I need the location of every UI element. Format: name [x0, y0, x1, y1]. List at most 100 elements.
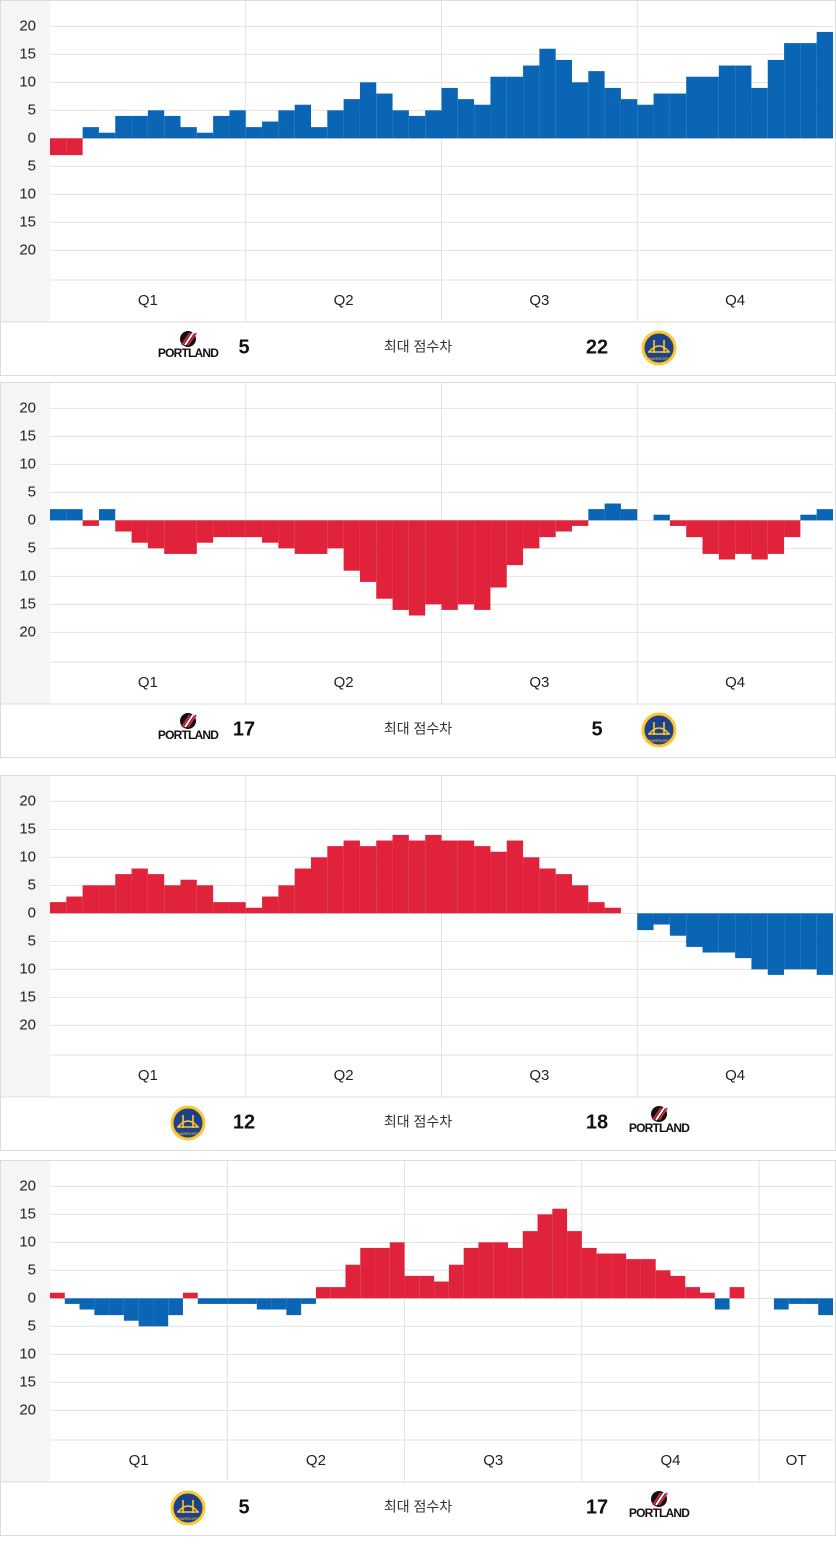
- margin-bar: [311, 520, 328, 554]
- y-tick-label: 10: [19, 185, 36, 202]
- margin-bar: [376, 840, 393, 914]
- margin-bar: [180, 879, 197, 914]
- margin-bar: [123, 1298, 139, 1321]
- logo-mark: [641, 712, 677, 748]
- margin-bar: [327, 520, 344, 549]
- margin-bar: [180, 127, 197, 139]
- logo-mark: [170, 1105, 206, 1141]
- logo-stripe: [652, 1107, 662, 1121]
- margin-bar: [213, 902, 230, 914]
- y-tick-label: 15: [19, 595, 36, 612]
- max-lead-left: 12: [233, 1111, 255, 1133]
- margin-bar: [735, 65, 752, 139]
- margin-bar: [343, 840, 360, 914]
- margin-bar: [115, 520, 132, 532]
- margin-bar: [611, 1253, 627, 1299]
- period-label: OT: [786, 1452, 807, 1469]
- margin-bar: [376, 93, 393, 139]
- period-label: Q1: [129, 1452, 149, 1469]
- y-tick-label: 5: [28, 932, 36, 949]
- margin-bar: [98, 509, 116, 521]
- max-lead-left: 17: [233, 718, 255, 740]
- margin-bar: [572, 520, 589, 526]
- max-lead-label: 최대 점수차: [384, 339, 452, 355]
- period-label: Q3: [529, 1067, 549, 1084]
- margin-bar: [653, 93, 670, 139]
- max-lead-right: 18: [586, 1111, 608, 1133]
- period-label: Q3: [529, 292, 549, 309]
- y-tick-label: 10: [19, 1345, 36, 1362]
- logo-text: PORTLAND: [158, 728, 219, 742]
- logo-stripe: [181, 332, 191, 346]
- y-tick-label: 5: [28, 483, 36, 500]
- y-tick-label: 5: [28, 101, 36, 118]
- margin-bar: [164, 520, 181, 554]
- y-tick-label: 5: [28, 876, 36, 893]
- margin-bar: [343, 520, 360, 571]
- margin-bar: [523, 520, 540, 549]
- margin-bar: [669, 913, 687, 936]
- margin-bar: [408, 115, 426, 139]
- margin-bar: [729, 1287, 745, 1299]
- y-tick-label: 20: [19, 241, 36, 258]
- margin-bar: [343, 99, 360, 139]
- margin-bar: [588, 71, 605, 139]
- logo-text: WARRIORS: [648, 356, 670, 361]
- logo-bridge: [648, 722, 670, 735]
- y-gutter: [1, 1161, 50, 1482]
- y-tick-label: 10: [19, 455, 36, 472]
- period-label: Q4: [725, 674, 745, 691]
- y-tick-label: 20: [19, 1016, 36, 1033]
- margin-bar: [493, 1242, 508, 1299]
- margin-bar: [392, 834, 409, 914]
- logo-stripe: [187, 332, 197, 346]
- margin-bar: [448, 1264, 464, 1299]
- margin-bar: [588, 902, 605, 914]
- margin-bar: [294, 868, 311, 914]
- logo-text: WARRIORS: [177, 1516, 199, 1521]
- margin-bar: [604, 907, 621, 914]
- margin-bar: [245, 127, 263, 139]
- margin-bar: [50, 902, 67, 914]
- margin-bar: [425, 520, 442, 605]
- margin-bar: [686, 520, 703, 538]
- margin-bar: [315, 1287, 331, 1299]
- margin-bar: [182, 1292, 198, 1299]
- logo-stripe: [655, 1107, 665, 1121]
- panel: [0, 0, 836, 376]
- margin-bar: [131, 520, 148, 543]
- max-lead-right: 22: [586, 336, 608, 358]
- margin-bar: [66, 896, 83, 914]
- margin-bar: [620, 99, 638, 139]
- margin-bar: [50, 1292, 65, 1299]
- margin-bar: [816, 913, 833, 975]
- margin-bar: [441, 520, 458, 610]
- margin-bar: [700, 1292, 715, 1299]
- y-tick-label: 15: [19, 45, 36, 62]
- margin-bar: [82, 885, 99, 914]
- panel: [0, 1160, 836, 1536]
- margin-bar: [168, 1298, 183, 1316]
- margin-bar: [816, 31, 833, 139]
- y-tick-label: 15: [19, 988, 36, 1005]
- margin-bar: [245, 907, 263, 914]
- margin-bar: [596, 1253, 612, 1299]
- margin-bar: [196, 520, 214, 543]
- margin-bar: [572, 885, 589, 914]
- margin-bar: [474, 846, 491, 914]
- logo-stripe: [652, 1492, 662, 1506]
- margin-bar: [457, 840, 475, 914]
- margin-bar: [256, 1298, 272, 1310]
- y-tick-label: 5: [28, 1317, 36, 1334]
- margin-bar: [537, 1214, 553, 1299]
- y-tick-label: 10: [19, 960, 36, 977]
- margin-bar: [506, 520, 524, 566]
- period-label: Q1: [138, 674, 158, 691]
- logo-text: PORTLAND: [629, 1121, 690, 1135]
- max-lead-right: 17: [586, 1496, 608, 1518]
- margin-bar: [79, 1298, 95, 1310]
- margin-bar: [408, 840, 426, 914]
- margin-bar: [653, 514, 670, 521]
- margin-bar: [98, 132, 116, 139]
